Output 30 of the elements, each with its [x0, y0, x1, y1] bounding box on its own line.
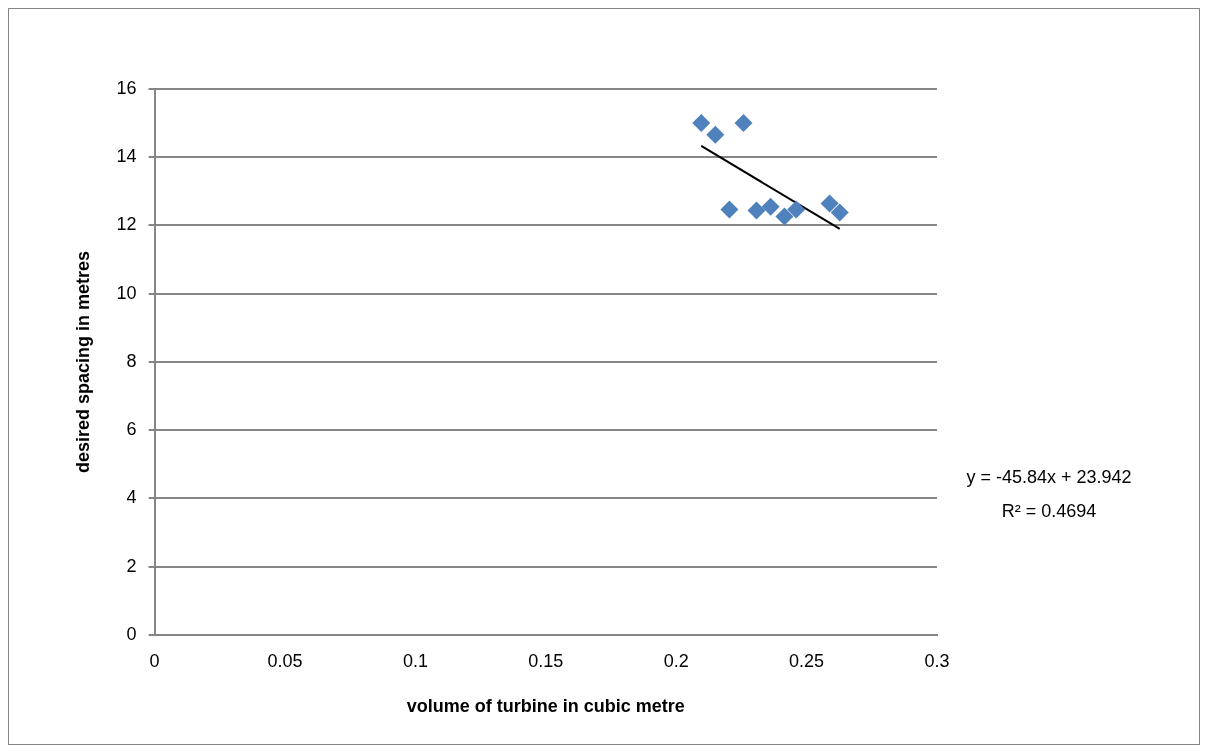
y-axis-title: desired spacing in metres	[72, 250, 93, 473]
point	[761, 197, 780, 216]
x-tick-label: 0	[149, 650, 160, 671]
y-tick-label: 0	[126, 623, 137, 644]
y-tick-label: 2	[126, 555, 137, 576]
point	[734, 114, 753, 133]
x-tick-label: 0.2	[663, 650, 689, 671]
point	[787, 200, 806, 219]
y-tick-label: 4	[126, 487, 137, 508]
point	[706, 125, 725, 144]
point	[747, 201, 766, 220]
point	[775, 207, 794, 226]
y-tick-label: 6	[126, 419, 137, 440]
point	[692, 114, 711, 133]
x-tick-label: 0.15	[528, 650, 564, 671]
point	[720, 200, 739, 219]
text: R² = 0.4694	[1001, 500, 1097, 521]
point	[820, 194, 839, 213]
x-tick-label: 0.3	[924, 650, 950, 671]
y-tick-label: 8	[126, 350, 137, 371]
y-tick-label: 12	[116, 214, 137, 235]
point	[830, 203, 849, 222]
y-tick-label: 10	[116, 282, 137, 303]
x-tick-label: 0.25	[789, 650, 825, 671]
y-tick-label: 14	[116, 146, 137, 167]
y-tick-label: 16	[116, 77, 137, 98]
x-axis-title: volume of turbine in cubic metre	[406, 696, 685, 717]
text: y = -45.84x + 23.942	[966, 466, 1132, 487]
x-tick-label: 0.05	[267, 650, 303, 671]
x-tick-label: 0.1	[402, 650, 428, 671]
